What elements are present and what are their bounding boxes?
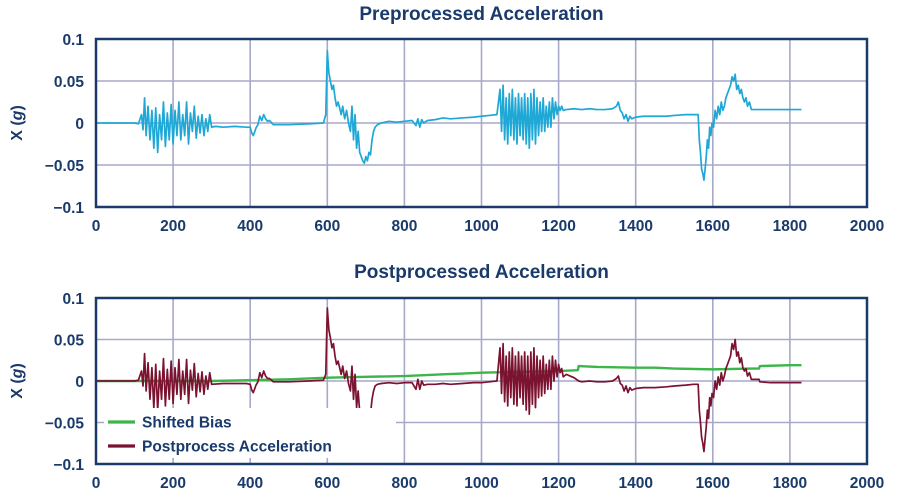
x-tick-label: 1800 — [773, 475, 807, 492]
x-tick-label: 1600 — [696, 218, 730, 235]
x-tick-label: 1400 — [618, 218, 652, 235]
legend-background — [104, 408, 396, 458]
y-tick-label: −0.05 — [45, 158, 85, 175]
series-line-preprocessed-acceleration — [96, 49, 802, 181]
y-tick-label: 0.1 — [62, 32, 84, 49]
y-tick-label: 0.1 — [62, 291, 84, 308]
x-tick-label: 200 — [160, 475, 186, 492]
y-tick-label: −0.05 — [45, 416, 85, 433]
chart-title: Postprocessed Acceleration — [354, 262, 609, 283]
x-tick-label: 2000 — [850, 218, 884, 235]
x-tick-label: 400 — [237, 218, 263, 235]
x-tick-label: 800 — [391, 218, 417, 235]
x-tick-label: 1600 — [696, 475, 730, 492]
y-axis-label: X (g) — [9, 105, 26, 141]
x-tick-label: 1200 — [541, 218, 575, 235]
x-tick-label: 1200 — [541, 475, 575, 492]
y-tick-label: −0.1 — [53, 200, 84, 217]
x-tick-label: 200 — [160, 218, 186, 235]
postprocessed-chart: Postprocessed Acceleration 0 200 400 600 800 1… — [9, 262, 884, 492]
legend-label: Shifted Bias — [142, 415, 232, 432]
y-tick-label: 0 — [75, 116, 84, 133]
series-line-postprocess-acceleration — [96, 307, 802, 453]
x-tick-label: 600 — [314, 475, 340, 492]
y-tick-label: 0.05 — [54, 74, 85, 91]
preprocessed-chart: Preprocessed Acceleration 0 200 400 600 800 10… — [9, 4, 884, 235]
y-tick-label: −0.1 — [53, 457, 84, 474]
y-tick-label: 0 — [75, 374, 84, 391]
x-tick-label: 600 — [314, 218, 340, 235]
x-tick-label: 1000 — [464, 475, 498, 492]
x-tick-label: 1000 — [464, 218, 498, 235]
chart-title: Preprocessed Acceleration — [359, 4, 603, 25]
x-tick-label: 400 — [237, 475, 263, 492]
x-tick-label: 1800 — [773, 218, 807, 235]
x-tick-label: 800 — [391, 475, 417, 492]
y-tick-label: 0.05 — [54, 333, 85, 350]
x-tick-label: 0 — [92, 475, 101, 492]
plot-frame — [94, 296, 869, 466]
legend-label: Postprocess Acceleration — [142, 439, 332, 456]
x-tick-label: 2000 — [850, 475, 884, 492]
x-tick-label: 1400 — [618, 475, 652, 492]
y-axis-label: X (g) — [9, 363, 26, 399]
x-tick-label: 0 — [92, 218, 101, 235]
plot-frame — [94, 37, 869, 209]
legend: Shifted Bias Postprocess Acceleration — [104, 408, 396, 458]
